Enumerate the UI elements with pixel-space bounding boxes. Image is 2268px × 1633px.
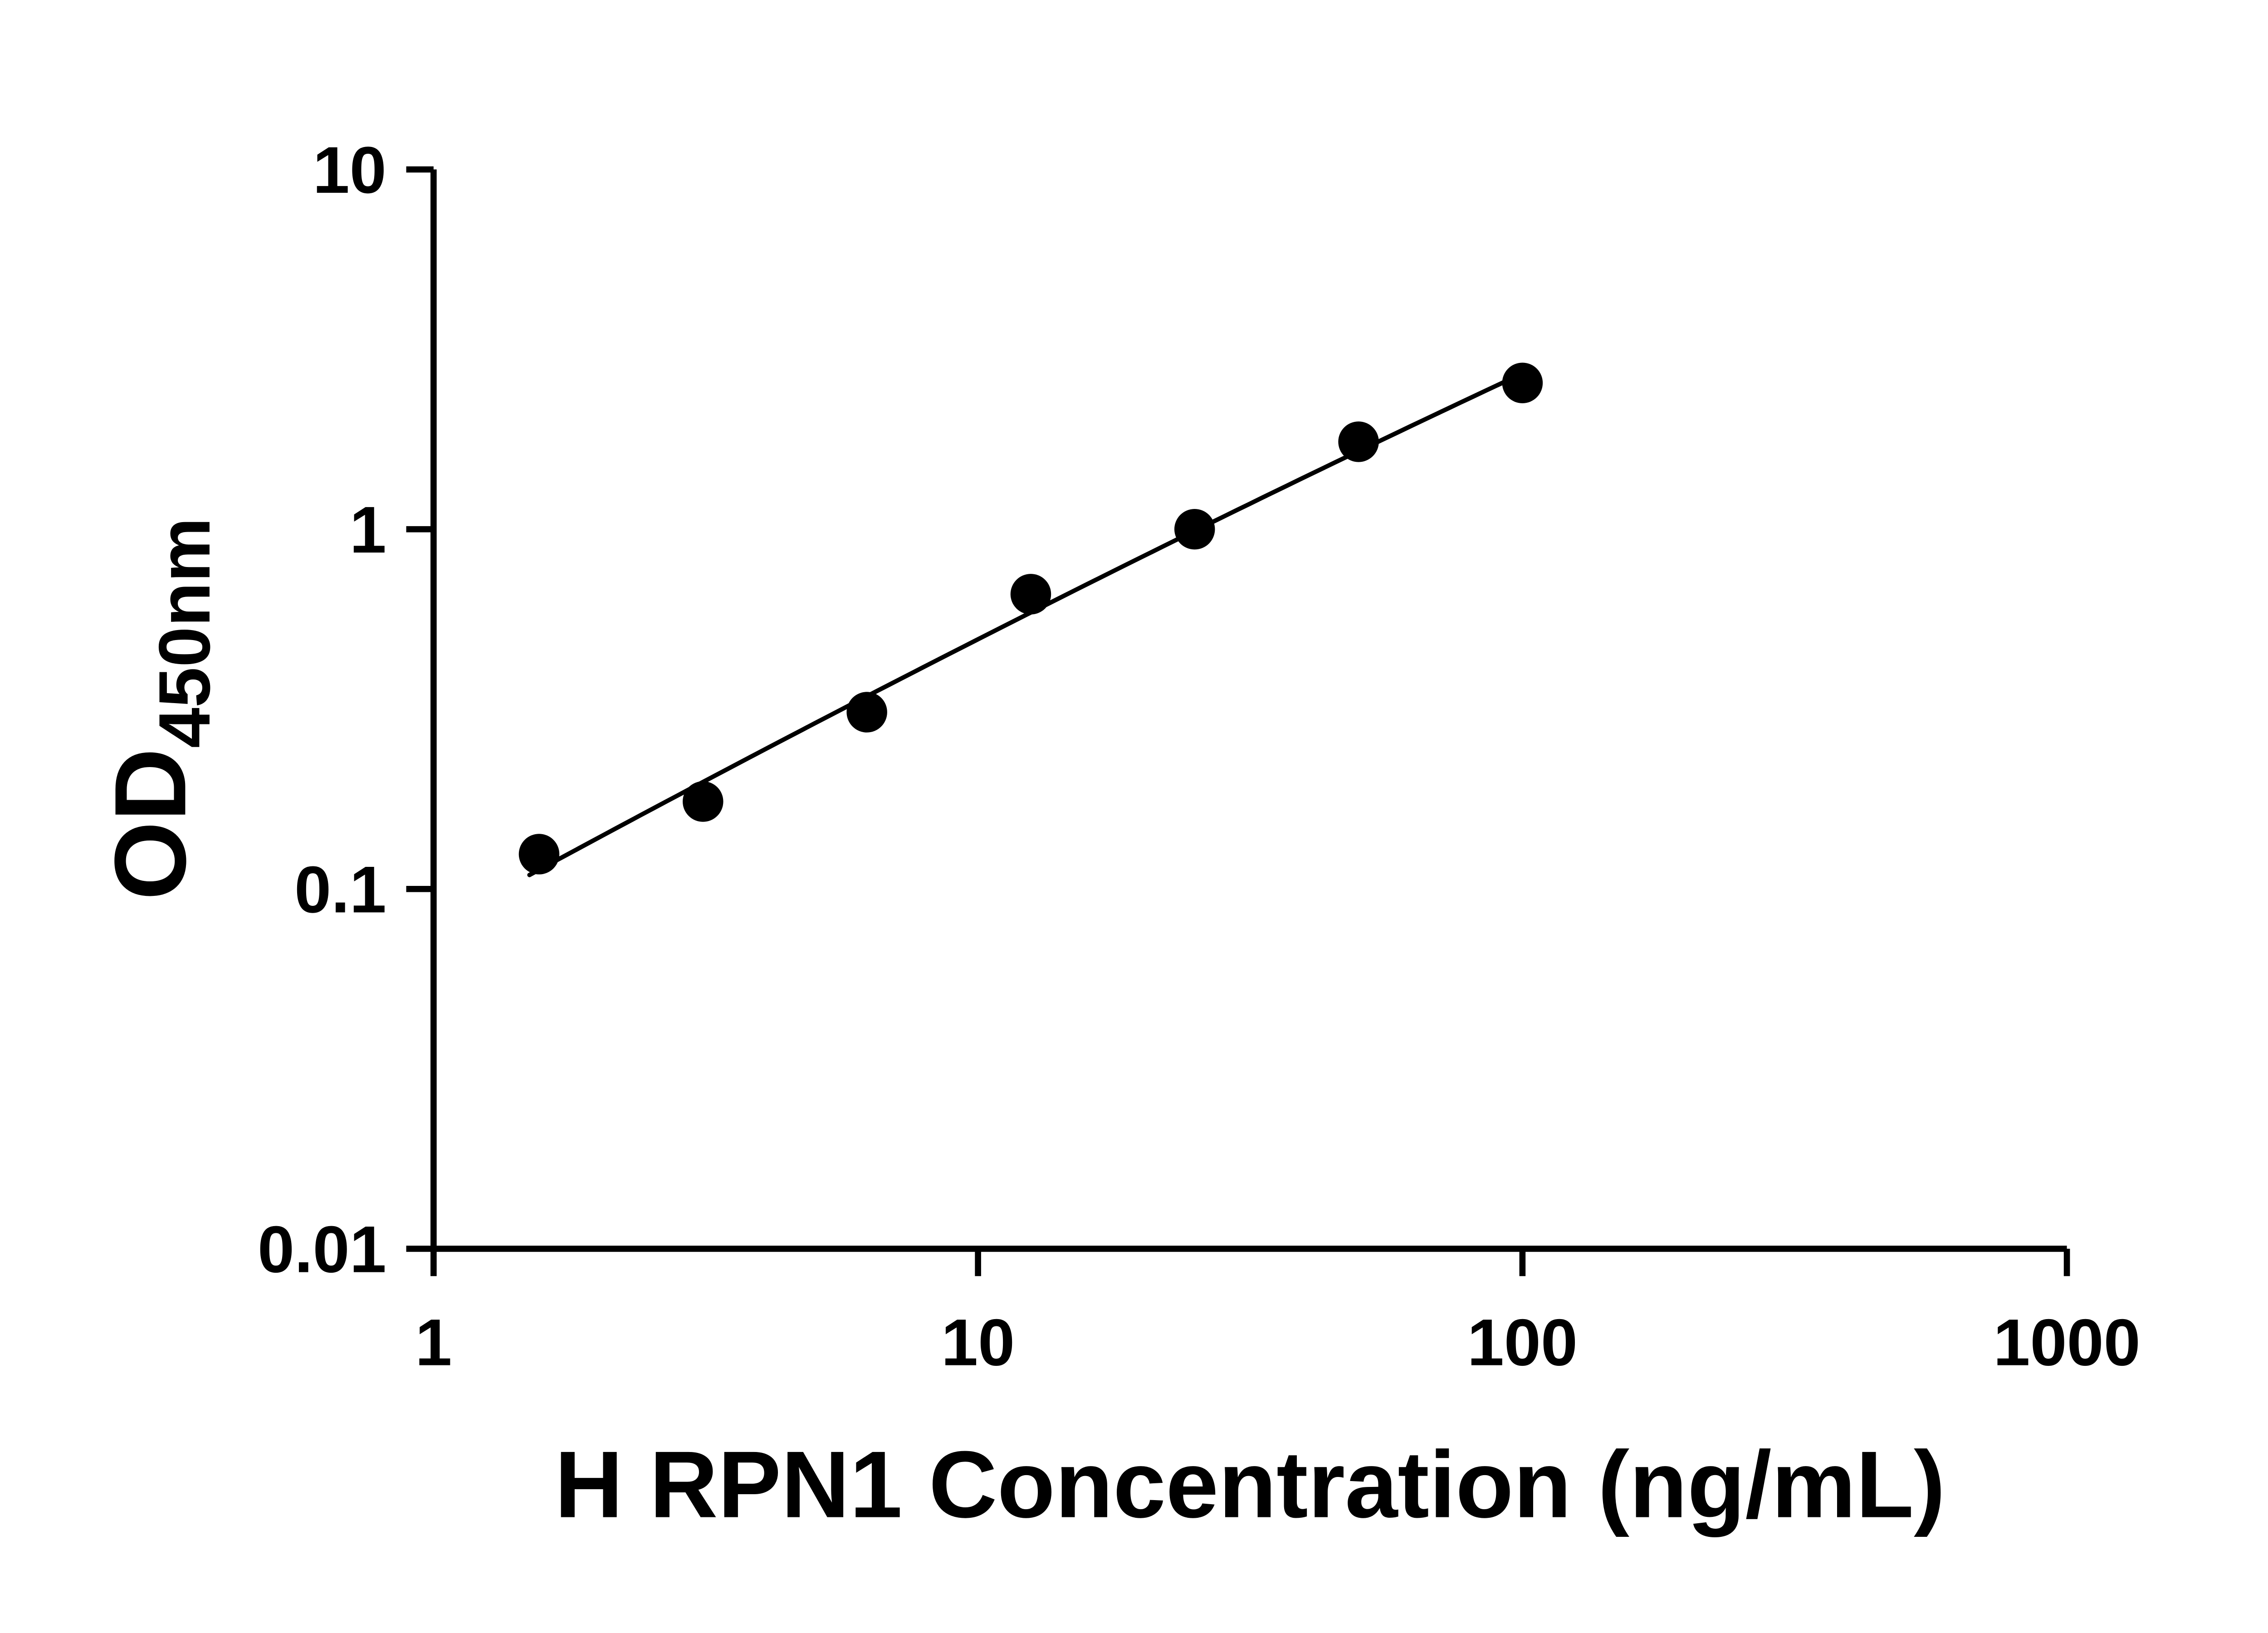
y-axis-title-subscript: 450nm [144,518,225,748]
y-tick-label: 0.1 [294,852,386,926]
axes-spine [430,169,2067,1252]
y-axis-title: OD450nm [94,518,225,900]
y-tick-label: 0.01 [258,1212,386,1286]
tick-labels: 1 10 100 1000 0.01 0.1 1 10 [258,133,2141,1379]
tick-marks [406,166,2070,1276]
x-tick-label: 100 [1467,1305,1578,1379]
data-series [518,362,1543,877]
x-tick-label: 1000 [1993,1305,2140,1379]
y-tick-label: 1 [350,493,386,567]
axes [430,169,2067,1252]
data-point-marker [1502,362,1543,403]
data-point-marker [683,781,723,822]
y-axis-title-main: OD [94,748,207,900]
x-tick-label: 1 [415,1305,452,1379]
x-axis-title: H RPN1 Concentration (ng/mL) [555,1432,1945,1538]
data-point-marker [1338,421,1379,462]
data-point-marker [846,692,887,733]
data-point-marker [518,834,560,875]
x-tick-label: 10 [941,1305,1015,1379]
y-tick-label: 10 [313,133,386,207]
data-point-marker [1010,574,1051,615]
data-point-marker [1174,508,1215,550]
